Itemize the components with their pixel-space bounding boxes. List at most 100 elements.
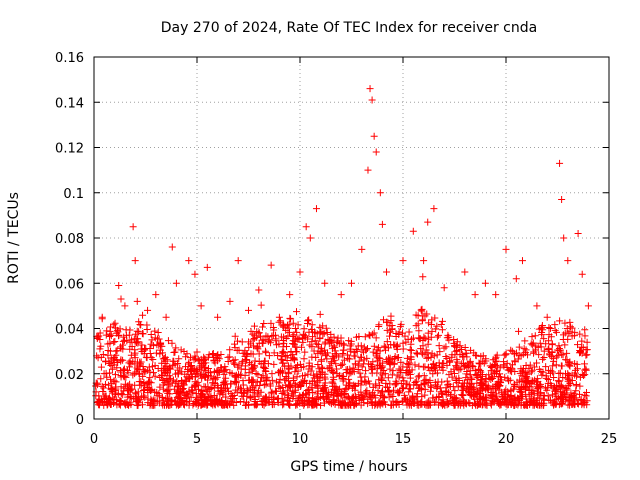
data-point (282, 326, 290, 334)
data-point (233, 347, 241, 355)
data-point (481, 279, 489, 287)
data-point (289, 340, 297, 348)
data-point (151, 327, 159, 335)
data-point (299, 330, 307, 338)
data-point (226, 297, 234, 305)
data-point (184, 360, 192, 368)
data-point (159, 385, 167, 393)
data-point (393, 354, 401, 362)
data-point (260, 401, 268, 409)
data-point (550, 374, 558, 382)
data-point (311, 337, 319, 345)
data-point (257, 377, 265, 385)
data-point (147, 379, 155, 387)
data-point (260, 364, 268, 372)
data-point (249, 365, 257, 373)
data-point (316, 310, 324, 318)
data-point (218, 384, 226, 392)
data-point (243, 385, 251, 393)
data-point (384, 318, 392, 326)
data-point (349, 384, 357, 392)
data-point (98, 382, 106, 390)
data-point (444, 331, 452, 339)
data-point (108, 365, 116, 373)
data-point (220, 370, 228, 378)
data-point (549, 354, 557, 362)
data-point (516, 386, 524, 394)
data-point (304, 335, 312, 343)
data-point (406, 370, 414, 378)
data-point (238, 338, 246, 346)
data-point (361, 373, 369, 381)
data-point (310, 347, 318, 355)
data-point (346, 342, 354, 350)
data-point (247, 394, 255, 402)
x-axis-ticks: 0 5 10 15 20 25 (90, 57, 617, 447)
data-point (435, 342, 443, 350)
data-point (428, 327, 436, 335)
data-point (183, 373, 191, 381)
data-point (193, 399, 201, 407)
data-point (546, 324, 554, 332)
data-point (529, 378, 537, 386)
data-point (221, 377, 229, 385)
data-point (327, 330, 335, 338)
data-point (245, 343, 253, 351)
data-point (481, 394, 489, 402)
y-tick-label: 0.14 (55, 96, 84, 111)
data-point (579, 344, 587, 352)
data-point (144, 306, 152, 314)
data-point (346, 355, 354, 363)
data-point (574, 341, 582, 349)
data-point (113, 356, 121, 364)
data-point (286, 314, 294, 322)
y-axis-ticks: 0 0.02 0.04 0.06 0.08 0.1 0.12 0.14 0.16 (55, 51, 609, 428)
data-point (545, 344, 553, 352)
data-point (535, 394, 543, 402)
data-point (540, 401, 548, 409)
data-point (314, 378, 322, 386)
data-point (329, 379, 337, 387)
data-point (505, 396, 513, 404)
data-point (572, 394, 580, 402)
data-point (539, 355, 547, 363)
data-point (367, 398, 375, 406)
data-point (293, 308, 301, 316)
data-point (563, 356, 571, 364)
data-point (376, 391, 384, 399)
data-point (406, 385, 414, 393)
data-point (95, 399, 103, 407)
data-point (446, 382, 454, 390)
data-point (305, 316, 313, 324)
data-point (174, 401, 182, 409)
data-point (521, 373, 529, 381)
data-point (107, 361, 115, 369)
data-point (420, 333, 428, 341)
data-point (474, 401, 482, 409)
data-point (514, 394, 522, 402)
data-point (281, 390, 289, 398)
data-point (407, 347, 415, 355)
data-point (164, 337, 172, 345)
data-point (107, 354, 115, 362)
data-point (419, 350, 427, 358)
data-point (362, 390, 370, 398)
data-point (375, 354, 383, 362)
data-point (153, 397, 161, 405)
data-point (204, 365, 212, 373)
data-point (565, 397, 573, 405)
data-point (488, 373, 496, 381)
data-point (570, 332, 578, 340)
data-point (317, 328, 325, 336)
data-point (168, 401, 176, 409)
data-point (455, 376, 463, 384)
data-point (159, 349, 167, 357)
data-point (262, 368, 270, 376)
data-point (180, 347, 188, 355)
data-point (540, 354, 548, 362)
data-point (566, 328, 574, 336)
data-point (136, 381, 144, 389)
data-point (558, 362, 566, 370)
data-point (495, 372, 503, 380)
data-point (189, 389, 197, 397)
